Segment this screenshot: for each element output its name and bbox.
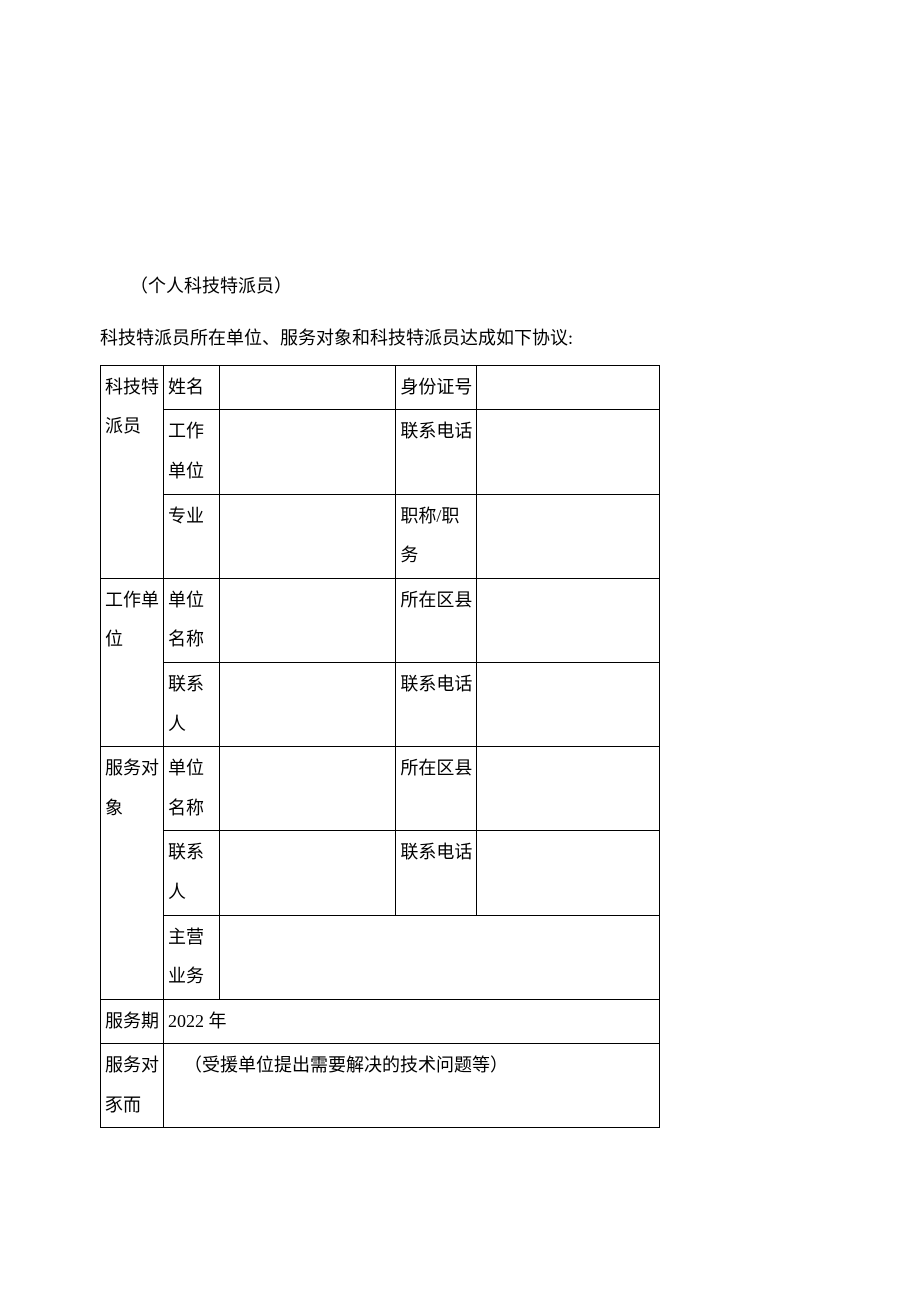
table-row: 服务对豕而 （受援单位提出需要解决的技术问题等） (101, 1044, 660, 1128)
cell-label: 姓名 (164, 365, 220, 410)
table-row: 工作单位 联系电话 (101, 410, 660, 494)
cell-value: （受援单位提出需要解决的技术问题等） (164, 1044, 660, 1128)
cell-label: 联系人 (164, 662, 220, 746)
document-intro: 科技特派员所在单位、服务对象和科技特派员达成如下协议: (100, 322, 820, 354)
cell-value (220, 662, 396, 746)
cell-label: 单位名称 (164, 578, 220, 662)
cell-value (477, 831, 660, 915)
cell-label: 联系人 (164, 831, 220, 915)
cell-value (220, 578, 396, 662)
section-header-workunit: 工作单位 (101, 578, 164, 746)
agreement-table: 科技特派员 姓名 身份证号 工作单位 联系电话 专业 职称/职务 工作单位 单位… (100, 365, 660, 1129)
cell-label: 工作单位 (164, 410, 220, 494)
section-header-service-demand: 服务对豕而 (101, 1044, 164, 1128)
cell-value (220, 747, 396, 831)
section-header-service-target: 服务对象 (101, 747, 164, 1000)
cell-value (477, 578, 660, 662)
cell-value (477, 747, 660, 831)
cell-value (477, 365, 660, 410)
cell-value (220, 410, 396, 494)
cell-label: 身份证号 (396, 365, 477, 410)
cell-label: 联系电话 (396, 410, 477, 494)
section-header-service-period: 服务期 (101, 999, 164, 1044)
cell-value: 2022 年 (164, 999, 660, 1044)
document-subtitle: （个人科技特派员） (130, 270, 820, 302)
section-header-commissioner: 科技特派员 (101, 365, 164, 578)
table-row: 联系人 联系电话 (101, 831, 660, 915)
cell-label: 联系电话 (396, 831, 477, 915)
cell-label: 联系电话 (396, 662, 477, 746)
cell-value (220, 831, 396, 915)
cell-label: 专业 (164, 494, 220, 578)
cell-label: 所在区县 (396, 578, 477, 662)
cell-value (220, 365, 396, 410)
table-row: 服务对象 单位名称 所在区县 (101, 747, 660, 831)
cell-label: 所在区县 (396, 747, 477, 831)
cell-value (477, 662, 660, 746)
cell-label: 单位名称 (164, 747, 220, 831)
cell-value (477, 494, 660, 578)
table-row: 科技特派员 姓名 身份证号 (101, 365, 660, 410)
cell-value (220, 915, 660, 999)
table-row: 专业 职称/职务 (101, 494, 660, 578)
cell-label: 主营业务 (164, 915, 220, 999)
cell-value (220, 494, 396, 578)
table-row: 联系人 联系电话 (101, 662, 660, 746)
table-row: 服务期 2022 年 (101, 999, 660, 1044)
table-row: 工作单位 单位名称 所在区县 (101, 578, 660, 662)
cell-label: 职称/职务 (396, 494, 477, 578)
table-row: 主营业务 (101, 915, 660, 999)
cell-value (477, 410, 660, 494)
